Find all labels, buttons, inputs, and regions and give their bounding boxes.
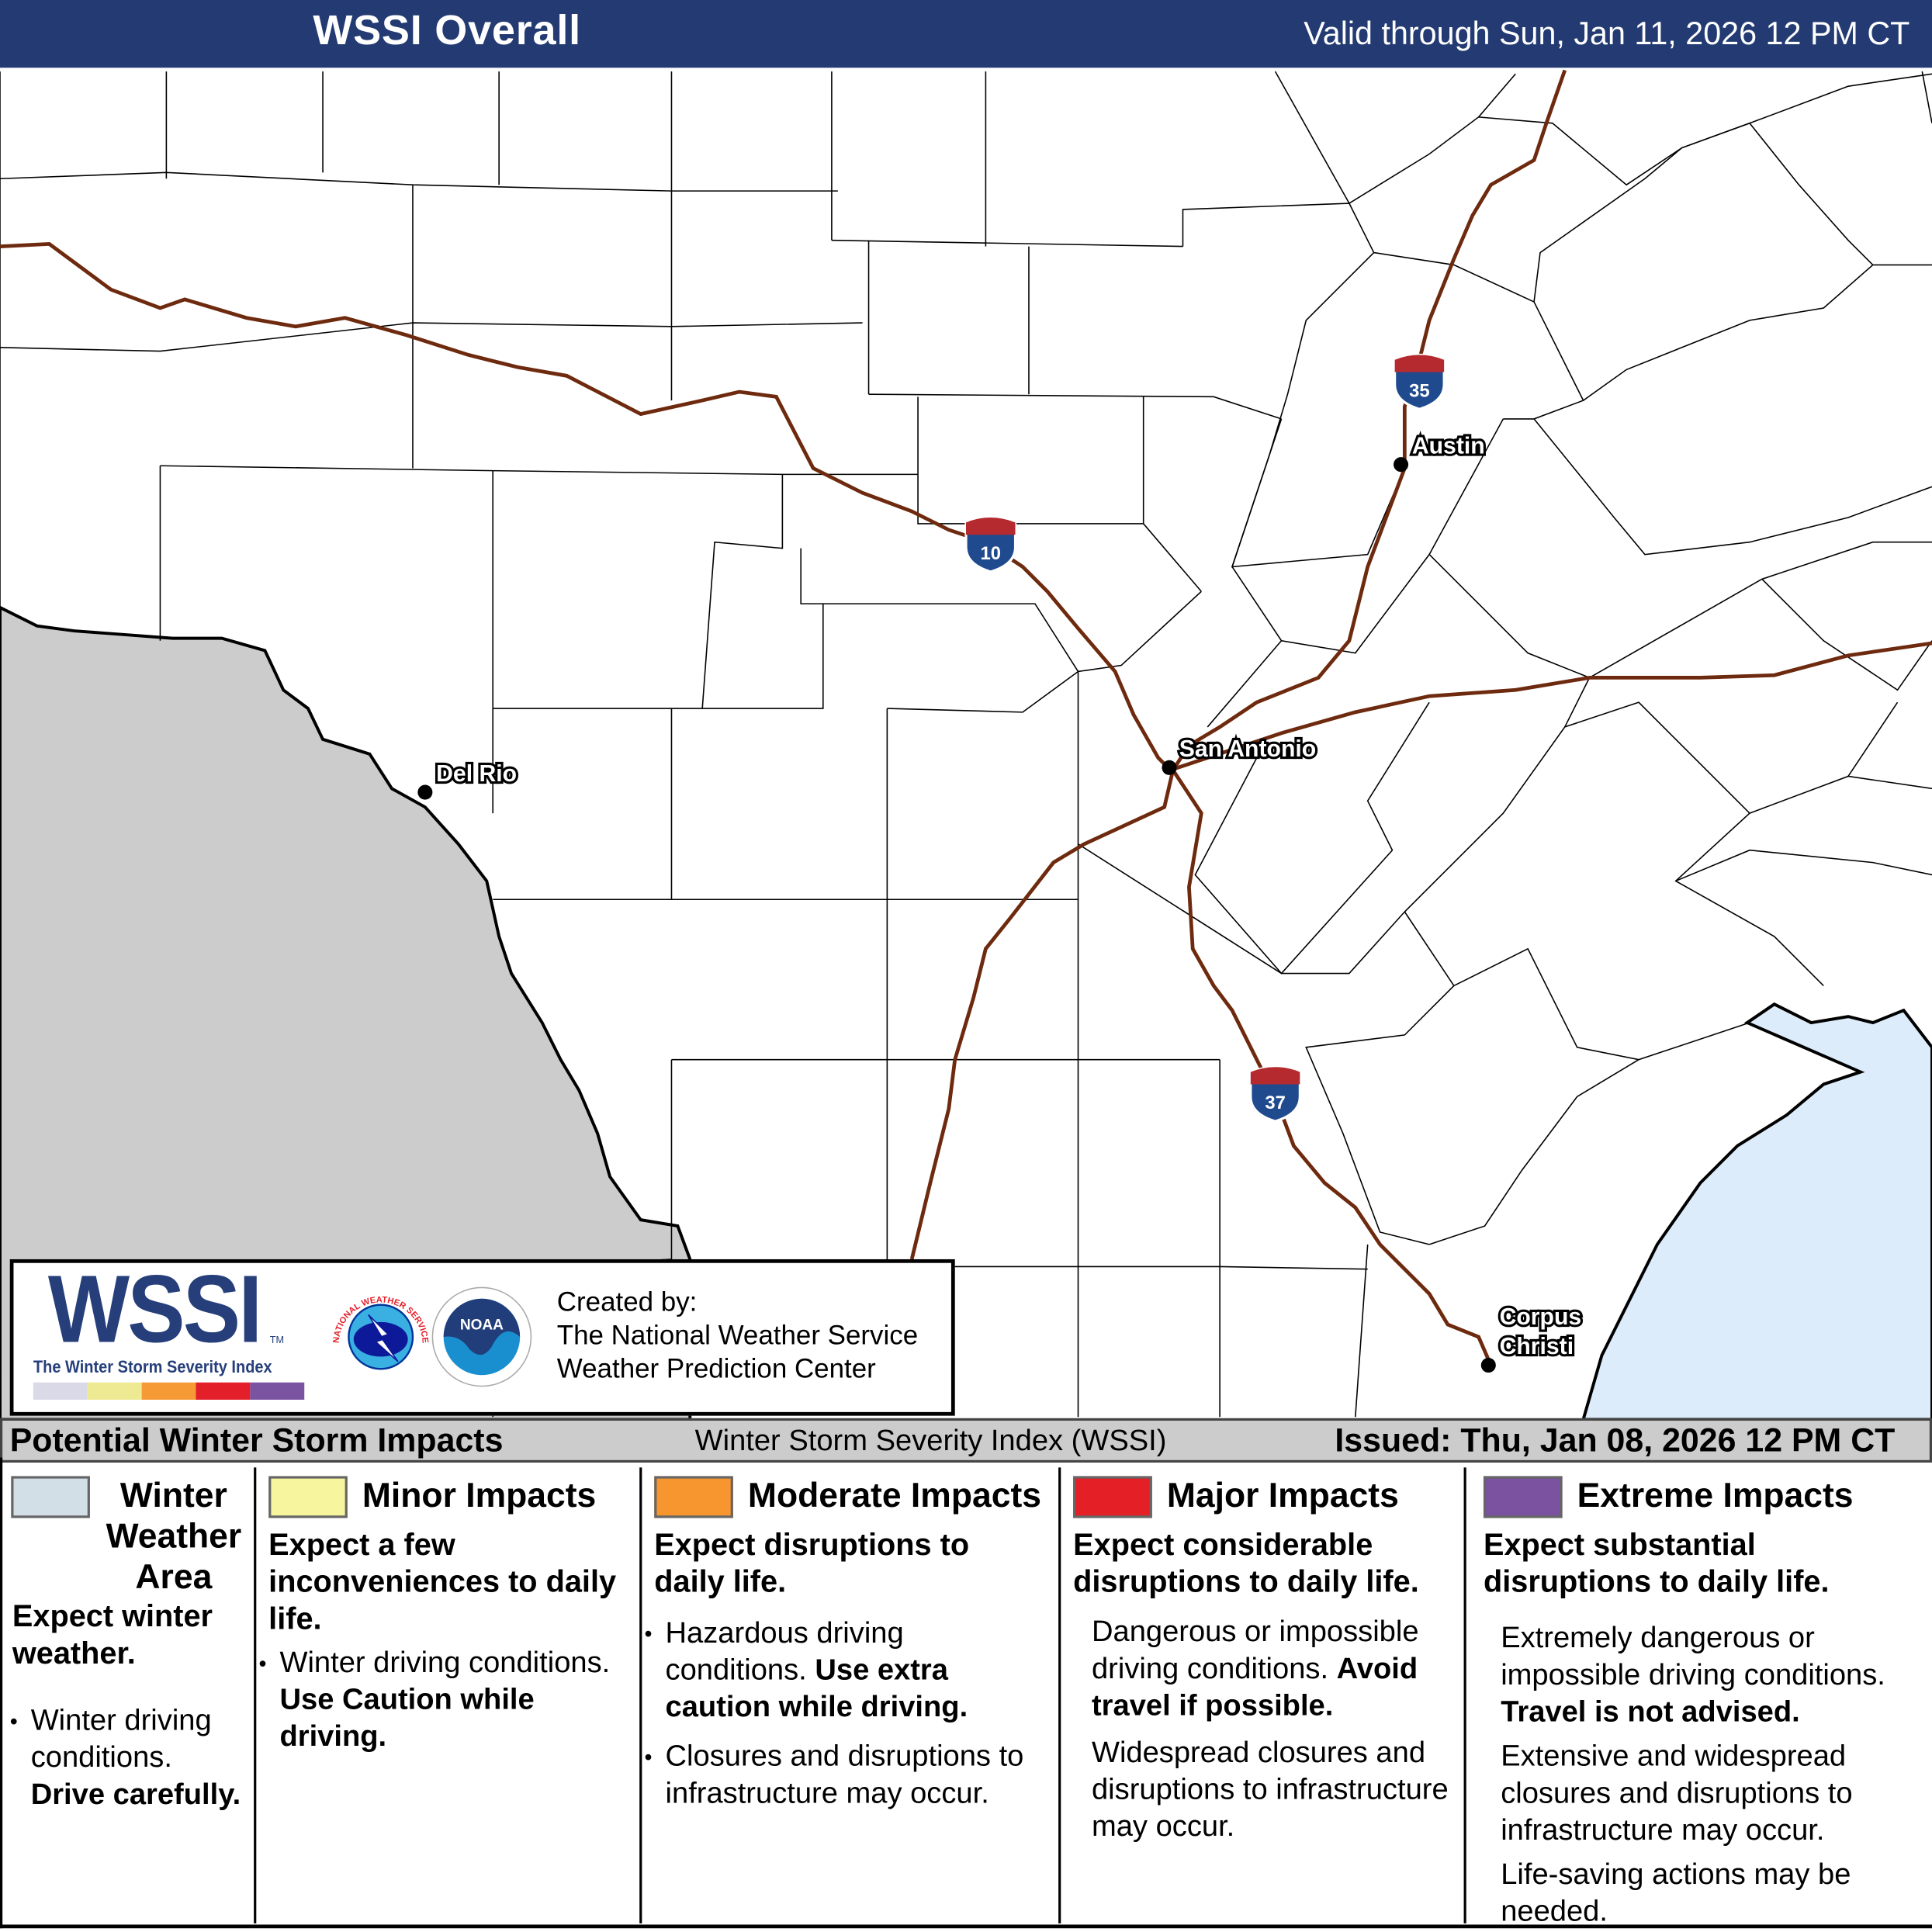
moderate-bullet-text: Hazardous driving conditions. — [665, 1616, 904, 1687]
creator-wpc: Weather Prediction Center — [556, 1352, 876, 1384]
minor-bullet: Winter driving conditions. Use Caution w… — [258, 1645, 631, 1756]
extreme-paragraph: Extremely dangerous or impossible drivin… — [1501, 1621, 1885, 1692]
impact-legend: Winter Weather Area Expect winter weathe… — [0, 1463, 1932, 1932]
swatch-extreme — [1483, 1476, 1563, 1518]
wssi-trademark: TM — [269, 1334, 285, 1346]
interstate-10-route — [0, 242, 1932, 773]
legend-major-impacts: Major Impacts Expect considerable disrup… — [1061, 1463, 1463, 1925]
del-rio-label: Del Rio — [436, 761, 517, 787]
legend-header-bar: Potential Winter Storm Impacts Winter St… — [0, 1418, 1932, 1463]
winter-bullet: Winter driving conditions. Drive carefull… — [10, 1703, 254, 1814]
map[interactable]: 10 35 37 Del Rio Austin San Antonio Corp… — [0, 68, 1932, 1420]
created-by-label: Created by: — [556, 1286, 698, 1317]
highway-shields: 10 35 37 — [964, 353, 1446, 1123]
major-text: Dangerous or impossible driving conditio… — [1092, 1614, 1461, 1846]
scale-swatch-extreme — [250, 1382, 305, 1400]
moderate-bullet-bold: Use extra caution while driving. — [665, 1653, 968, 1724]
wssi-color-scale — [33, 1382, 305, 1400]
corpus-christi-marker[interactable] — [1480, 1357, 1496, 1373]
cities: Del Rio Austin San Antonio Corpus Christ… — [417, 431, 1584, 1373]
moderate-headline: Expect disruptions to daily life. — [654, 1528, 970, 1600]
interstate-35-number: 35 — [1409, 380, 1430, 401]
credits-box: WSSI TM The Winter Storm Severity Index … — [9, 1254, 955, 1416]
swatch-winter — [11, 1476, 90, 1518]
winter-bullet-text: Winter driving conditions. — [30, 1704, 212, 1774]
gulf-of-mexico — [1581, 1002, 1932, 1420]
legend-title: Potential Winter Storm Impacts — [9, 1421, 504, 1459]
index-name: Winter Storm Severity Index (WSSI) — [694, 1424, 1167, 1458]
interstate-highways — [0, 69, 1932, 1366]
frame-left — [0, 1457, 3, 1929]
corpus-christi-label-line1: Corpus — [1500, 1304, 1582, 1330]
scale-swatch-moderate — [141, 1382, 196, 1400]
valid-through: Valid through Sun, Jan 11, 2026 12 PM CT — [1304, 15, 1910, 52]
extreme-paragraph: Life-saving actions may be needed. — [1501, 1858, 1851, 1929]
mexico-area — [0, 605, 692, 1420]
extreme-paragraph: Extensive and widespread closures and di… — [1501, 1740, 1853, 1847]
county-lines — [0, 71, 1932, 1418]
legend-divider — [1463, 1467, 1466, 1923]
scale-swatch-major — [196, 1382, 251, 1400]
winter-title: Winter Weather Area — [106, 1475, 242, 1597]
extreme-headline: Expect substantial disruptions to daily … — [1483, 1528, 1830, 1600]
extreme-text: Extremely dangerous or impossible drivin… — [1501, 1620, 1926, 1930]
winter-title-line: Area — [135, 1557, 213, 1596]
interstate-37-route — [1171, 769, 1493, 1366]
noaa-text: NOAA — [460, 1317, 504, 1333]
interstate-35-shield: 35 — [1394, 353, 1446, 410]
winter-title-line: Winter — [119, 1476, 227, 1515]
austin-label: Austin — [1412, 433, 1485, 459]
wssi-subtitle: The Winter Storm Severity Index — [33, 1356, 272, 1376]
minor-bullet-bold: Use Caution while driving. — [279, 1683, 535, 1754]
legend-divider — [639, 1467, 642, 1923]
interstate-37-number: 37 — [1265, 1092, 1285, 1113]
interstate-10-shield: 10 — [964, 516, 1017, 573]
header-bar: WSSI Overall Valid through Sun, Jan 11, … — [0, 0, 1932, 68]
scale-swatch-winter — [33, 1382, 88, 1400]
san-antonio-label: San Antonio — [1179, 736, 1316, 762]
scale-swatch-minor — [87, 1382, 142, 1400]
major-paragraph-bold: Avoid travel if possible. — [1091, 1652, 1418, 1723]
major-title: Major Impacts — [1166, 1476, 1399, 1515]
austin-marker[interactable] — [1394, 457, 1409, 473]
extreme-paragraph-bold: Travel is not advised. — [1501, 1695, 1800, 1729]
san-antonio-marker[interactable] — [1162, 760, 1177, 775]
minor-headline: Expect a few inconveniences to daily lif… — [268, 1528, 617, 1636]
corpus-christi-label-line2: Christi — [1500, 1334, 1574, 1359]
winter-title-line: Weather — [106, 1516, 242, 1556]
swatch-major — [1073, 1476, 1152, 1518]
winter-bullet-bold: Drive carefully. — [30, 1778, 241, 1812]
moderate-title: Moderate Impacts — [747, 1476, 1041, 1515]
minor-title: Minor Impacts — [362, 1476, 597, 1515]
nws-logo-icon: NATIONAL WEATHER SERVICE — [332, 1287, 430, 1382]
interstate-10-number: 10 — [981, 543, 1002, 564]
extreme-title: Extreme Impacts — [1577, 1476, 1854, 1515]
creator-nws: The National Weather Service — [556, 1319, 919, 1351]
legend-extreme-impacts: Extreme Impacts Expect substantial disru… — [1466, 1463, 1932, 1928]
issued-time: Issued: Thu, Jan 08, 2026 12 PM CT — [1335, 1421, 1896, 1459]
minor-bullet-text: Winter driving conditions. — [279, 1646, 611, 1680]
credits-text: Created by: The National Weather Service… — [557, 1285, 918, 1385]
legend-moderate-impacts: Moderate Impacts Expect disruptions to d… — [642, 1463, 1056, 1925]
frame-bottom — [0, 1924, 1932, 1929]
major-paragraph: Widespread closures and disruptions to i… — [1091, 1736, 1449, 1844]
legend-minor-impacts: Minor Impacts Expect a few inconvenience… — [256, 1463, 638, 1925]
del-rio-marker[interactable] — [417, 784, 433, 800]
legend-divider — [1058, 1467, 1061, 1923]
winter-headline: Expect winter weather. — [12, 1599, 213, 1671]
moderate-bullets: Hazardous driving conditions. Use extra … — [645, 1615, 1041, 1813]
interstate-37-shield: 37 — [1249, 1065, 1301, 1123]
legend-divider — [254, 1467, 257, 1923]
noaa-logo-icon: NOAA — [431, 1286, 532, 1387]
moderate-bullet-text: Closures and disruptions to infrastructu… — [665, 1740, 1024, 1810]
interstate-35-route — [909, 69, 1567, 1260]
map-title: WSSI Overall — [313, 7, 581, 54]
major-paragraph: Dangerous or impossible driving conditio… — [1091, 1615, 1419, 1686]
swatch-minor — [268, 1476, 348, 1518]
swatch-moderate — [654, 1476, 733, 1518]
legend-winter-weather-area: Winter Weather Area Expect winter weathe… — [0, 1463, 254, 1925]
wssi-logo: WSSI — [47, 1254, 262, 1363]
major-headline: Expect considerable disruptions to daily… — [1073, 1528, 1419, 1600]
